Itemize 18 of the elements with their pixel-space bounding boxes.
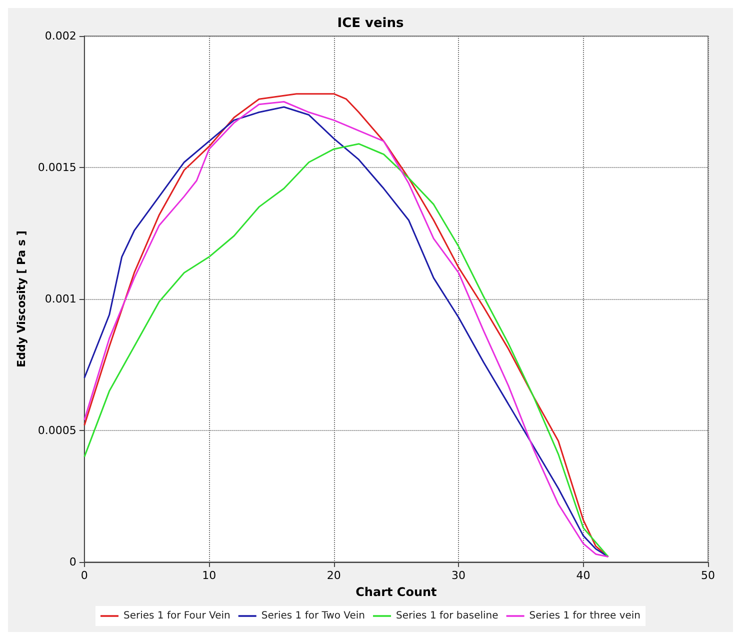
legend-label: Series 1 for Two Vein	[261, 610, 366, 622]
x-tick-label: 0	[80, 569, 88, 582]
y-tick-label: 0.002	[44, 30, 76, 42]
legend-label: Series 1 for baseline	[396, 610, 498, 622]
x-tick-label: 40	[576, 569, 590, 582]
x-axis-title: Chart Count	[356, 585, 438, 599]
x-tick-label: 50	[701, 569, 715, 582]
y-tick-label: 0.0015	[38, 161, 76, 174]
y-tick-label: 0.0005	[38, 424, 76, 437]
x-tick-label: 30	[452, 569, 466, 582]
y-tick-label: 0.001	[44, 292, 76, 306]
x-tick-label: 10	[202, 569, 216, 582]
y-axis-title: Eddy Viscosity [ Pa s ]	[15, 230, 28, 368]
x-tick-label: 20	[326, 569, 341, 582]
chart-title: ICE veins	[337, 16, 404, 31]
legend-label: Series 1 for three vein	[529, 610, 641, 622]
legend-label: Series 1 for Four Vein	[123, 610, 230, 622]
y-tick-label: 0	[69, 556, 76, 568]
